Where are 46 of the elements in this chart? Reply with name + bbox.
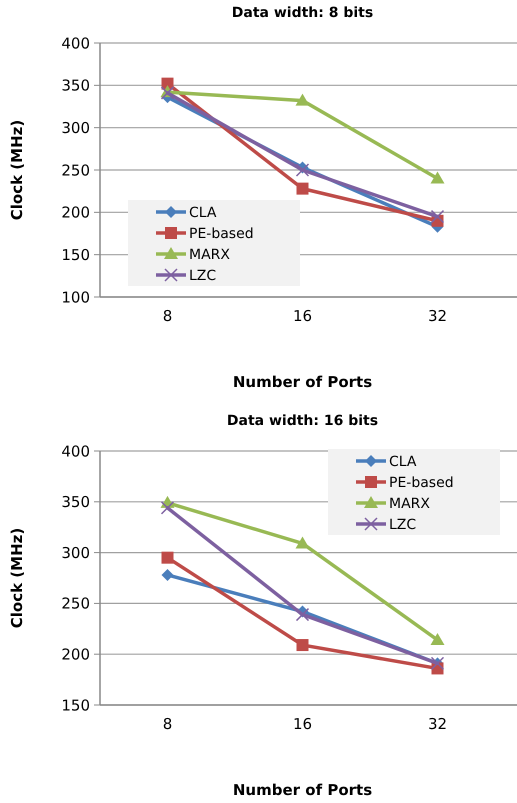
y-tick-label: 200 [61,645,90,664]
y-tick-label: 250 [61,594,90,613]
y-axis-title: Clock (MHz) [8,528,26,628]
point [296,94,310,106]
y-tick-label: 200 [61,204,90,222]
legend-label: CLA [389,454,417,470]
y-tick-label: 250 [61,161,90,180]
y-tick-label: 350 [61,76,90,95]
x-axis-title: Number of Ports [232,373,372,391]
x-tick-label: 8 [162,307,172,325]
point [430,171,444,184]
y-tick-label: 350 [61,493,90,512]
chart-title: Data width: 16 bits [226,413,378,429]
y-tick-label: 400 [61,34,90,52]
y-tick-label: 100 [61,288,90,306]
legend-label: LZC [189,268,216,284]
point [162,568,174,581]
x-tick-label: 16 [292,715,312,733]
point [296,608,310,622]
point [160,501,174,515]
legend-label: PE-based [189,226,254,242]
legend-label: CLA [189,204,217,221]
legend-label: PE-based [389,474,454,491]
legend-label: MARX [389,496,430,512]
y-axis-title: Clock (MHz) [8,120,26,220]
point [296,163,310,177]
y-tick-label: 400 [61,442,90,460]
x-tick-label: 16 [292,307,312,325]
x-axis-title: Number of Ports [232,781,372,799]
y-tick-label: 150 [61,246,90,264]
point [160,86,174,100]
x-tick-label: 32 [428,307,448,325]
point [162,552,174,564]
y-tick-label: 300 [61,544,90,562]
chart-title: Data width: 8 bits [232,5,374,21]
point [296,536,310,548]
y-tick-label: 150 [61,696,90,714]
y-tick-label: 300 [61,118,90,137]
point [296,182,308,195]
point [430,210,444,224]
legend-label: MARX [189,246,230,263]
x-tick-label: 8 [162,715,172,733]
legend-label: LZC [389,516,416,533]
point [296,639,308,652]
point [430,632,444,645]
x-tick-label: 32 [428,715,448,733]
